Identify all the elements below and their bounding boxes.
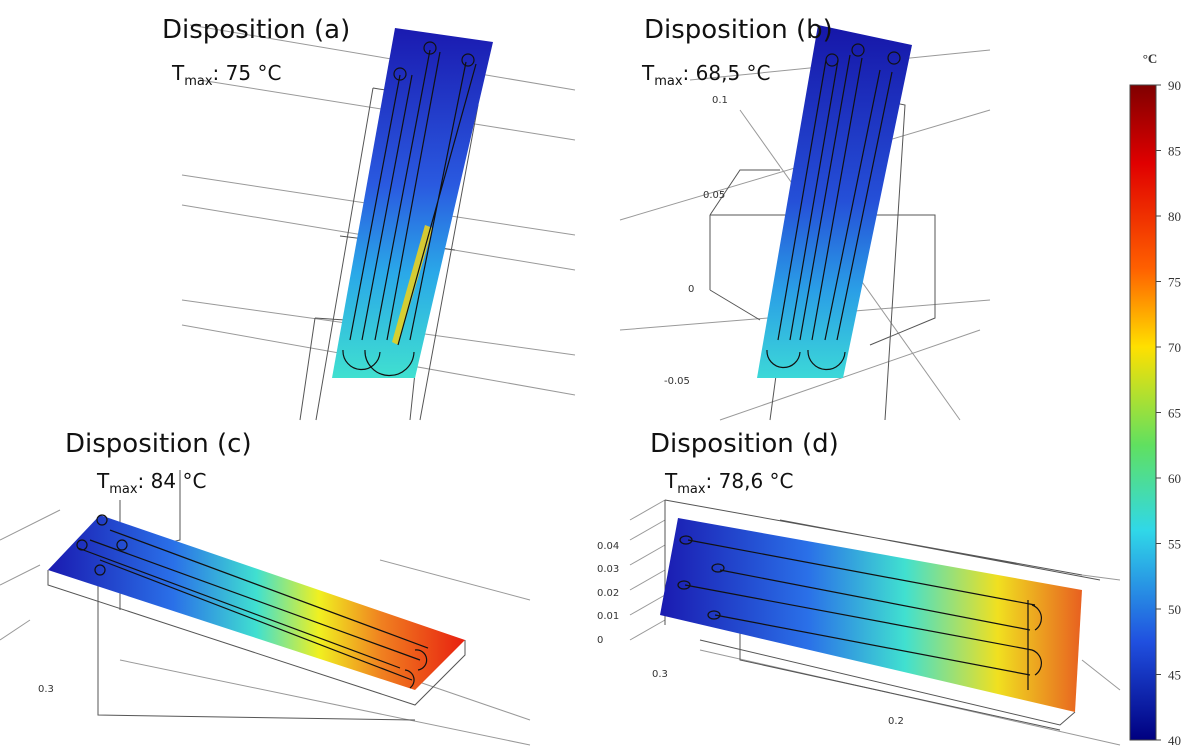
tmax-symbol: T bbox=[171, 61, 185, 85]
colorbar-tick-label: 85 bbox=[1168, 144, 1181, 159]
colorbar-tick-label: 70 bbox=[1168, 340, 1181, 355]
axis-tick-label: 0.3 bbox=[38, 684, 54, 695]
axis-tick-label: 0 bbox=[688, 284, 694, 295]
tmax-value: : 68,5 °C bbox=[683, 61, 771, 85]
colorbar: °C 90 85 80 75 70 65 60 55 50 45 40 bbox=[1129, 51, 1181, 748]
axis-tick-label: 0.2 bbox=[888, 716, 904, 727]
tmax-value: : 75 °C bbox=[213, 61, 282, 85]
panel-title: Disposition (a) bbox=[162, 15, 350, 45]
axis-tick-label: 0 bbox=[597, 635, 603, 646]
tmax-label: Tmax: 78,6 °C bbox=[664, 469, 794, 497]
axis-tick-label: 0.3 bbox=[652, 669, 668, 680]
colorbar-tick-label: 45 bbox=[1168, 668, 1181, 683]
plate bbox=[48, 515, 465, 690]
plate bbox=[757, 25, 912, 378]
colorbar-tick-label: 90 bbox=[1168, 78, 1181, 93]
panel-title: Disposition (c) bbox=[65, 429, 252, 459]
tmax-value: : 84 °C bbox=[138, 469, 207, 493]
panel-b bbox=[619, 25, 991, 421]
colorbar-tick-label: 50 bbox=[1168, 602, 1181, 617]
panel-title: Disposition (d) bbox=[650, 429, 839, 459]
panel-c bbox=[0, 470, 531, 746]
axis-tick-label: -0.05 bbox=[664, 376, 690, 387]
panel-a bbox=[181, 24, 576, 421]
colorbar-tick-label: 80 bbox=[1168, 209, 1181, 224]
tmax-subscript: max bbox=[109, 482, 138, 497]
axis-tick-label: 0.04 bbox=[597, 541, 619, 552]
axis-tick-label: 0.03 bbox=[597, 564, 619, 575]
axis-tick-label: 0.01 bbox=[597, 611, 619, 622]
tmax-label: Tmax: 75 °C bbox=[171, 61, 281, 89]
tmax-subscript: max bbox=[654, 74, 683, 89]
colorbar-gradient bbox=[1129, 84, 1157, 741]
colorbar-tick-label: 75 bbox=[1168, 275, 1181, 290]
colorbar-tick-label: 65 bbox=[1168, 406, 1181, 421]
tmax-symbol: T bbox=[664, 469, 678, 493]
axis-tick-label: 0.1 bbox=[712, 95, 728, 106]
colorbar-unit: °C bbox=[1143, 51, 1158, 66]
colorbar-tick-label: 40 bbox=[1168, 733, 1181, 748]
panel-title: Disposition (b) bbox=[644, 15, 833, 45]
tmax-subscript: max bbox=[677, 482, 706, 497]
axis-tick-label: 0.05 bbox=[703, 190, 725, 201]
tmax-symbol: T bbox=[96, 469, 110, 493]
tmax-label: Tmax: 68,5 °C bbox=[641, 61, 771, 89]
panel-d bbox=[629, 499, 1121, 746]
colorbar-tick-label: 60 bbox=[1168, 471, 1181, 486]
plate bbox=[660, 518, 1082, 712]
colorbar-tick-label: 55 bbox=[1168, 537, 1181, 552]
tmax-value: : 78,6 °C bbox=[706, 469, 794, 493]
tmax-symbol: T bbox=[641, 61, 655, 85]
tmax-label: Tmax: 84 °C bbox=[96, 469, 206, 497]
axis-tick-label: 0.02 bbox=[597, 588, 619, 599]
tmax-subscript: max bbox=[184, 74, 213, 89]
